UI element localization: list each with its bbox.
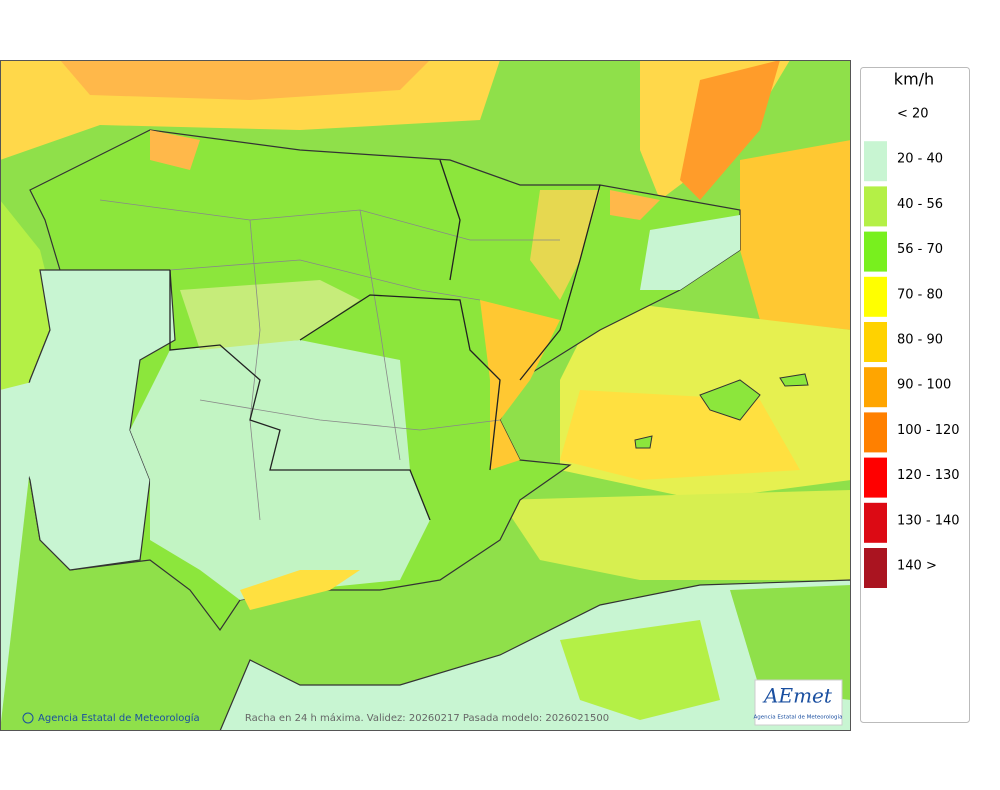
wind-map bbox=[0, 60, 851, 731]
legend-swatch bbox=[864, 276, 887, 317]
legend-label: 100 - 120 bbox=[897, 423, 960, 438]
legend-label: 140 > bbox=[897, 559, 937, 574]
legend-swatch bbox=[864, 457, 887, 498]
legend-label: 20 - 40 bbox=[897, 152, 943, 167]
legend-swatch bbox=[864, 367, 887, 408]
legend-label: < 20 bbox=[897, 107, 929, 122]
legend-swatch bbox=[864, 322, 887, 362]
legend-label: 90 - 100 bbox=[897, 378, 951, 393]
caption: Racha en 24 h máxima. Validez: 20260217 … bbox=[245, 712, 609, 724]
legend-box bbox=[860, 67, 970, 723]
legend-label: 70 - 80 bbox=[897, 287, 943, 302]
logo-box bbox=[754, 679, 843, 726]
legend-title: km/h bbox=[894, 70, 934, 89]
legend-swatch bbox=[864, 231, 887, 272]
legend-label: 130 - 140 bbox=[897, 513, 960, 528]
legend-label: 120 - 130 bbox=[897, 468, 960, 483]
legend-swatch bbox=[864, 548, 887, 588]
map-frame bbox=[0, 60, 851, 731]
legend-label: 40 - 56 bbox=[897, 197, 943, 212]
logo-subtitle: Agencia Estatal de Meteorología bbox=[754, 714, 843, 721]
legend-swatch bbox=[864, 141, 887, 182]
legend-swatch bbox=[864, 186, 887, 227]
legend-swatch bbox=[864, 502, 887, 543]
credit: Agencia Estatal de Meteorología bbox=[38, 712, 200, 724]
community-borders bbox=[169, 159, 601, 521]
legend-label: 80 - 90 bbox=[897, 333, 943, 348]
legend-label: 56 - 70 bbox=[897, 242, 943, 257]
logo-name: AEmet bbox=[762, 684, 833, 708]
copyright-icon bbox=[22, 712, 34, 724]
legend-swatch bbox=[864, 412, 887, 453]
legend: < 20 20 - 40 40 - 56 56 - 70 70 - 80 80 - 90 9… bbox=[864, 107, 960, 588]
